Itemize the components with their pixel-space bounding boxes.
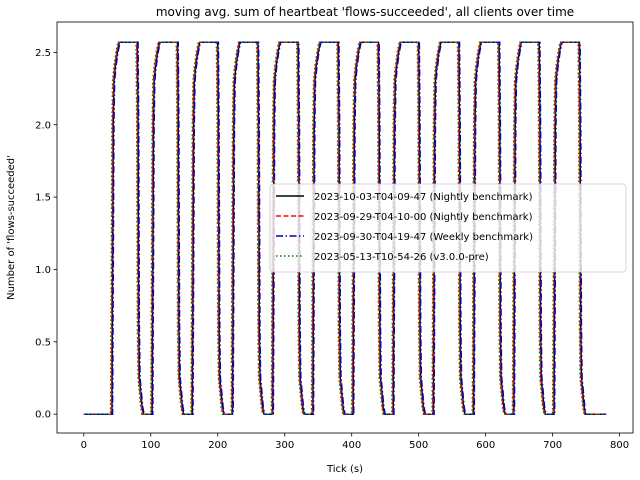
legend-label: 2023-09-30-T04-19-47 (Weekly benchmark) (314, 232, 533, 243)
legend-box (269, 183, 627, 273)
x-tick-label: 600 (476, 440, 495, 451)
plot-frame (56, 21, 634, 434)
x-tick-label: 700 (543, 440, 562, 451)
y-axis: 0.0 0.5 1.0 1.5 2.0 2.5 (35, 48, 57, 421)
legend-label: 2023-10-03-T04-09-47 (Nightly benchmark) (314, 192, 533, 203)
legend-label: 2023-05-13-T10-54-26 (v3.0.0-pre) (314, 252, 489, 263)
x-tick-label: 300 (275, 440, 294, 451)
x-tick-label: 100 (141, 440, 160, 451)
x-tick-label: 0 (81, 440, 87, 451)
x-axis: 0 100 200 300 400 500 600 700 800 (81, 433, 629, 451)
x-axis-label: Tick (s) (326, 464, 363, 475)
y-tick-label: 2.0 (35, 120, 51, 131)
x-tick-label: 500 (409, 440, 428, 451)
y-tick-label: 0.0 (35, 410, 51, 421)
x-tick-label: 800 (610, 440, 629, 451)
y-tick-label: 1.5 (35, 193, 51, 204)
y-tick-label: 2.5 (35, 48, 51, 59)
legend: 2023-10-03-T04-09-47 (Nightly benchmark)… (269, 183, 627, 273)
y-axis-label: Number of 'flows-succeeded' (6, 155, 17, 300)
legend-label: 2023-09-29-T04-10-00 (Nightly benchmark) (314, 212, 533, 223)
chart-title: moving avg. sum of heartbeat 'flows-succ… (156, 5, 574, 19)
y-tick-label: 1.0 (35, 265, 51, 276)
x-tick-label: 400 (342, 440, 361, 451)
x-tick-label: 200 (208, 440, 227, 451)
y-tick-label: 0.5 (35, 337, 51, 348)
